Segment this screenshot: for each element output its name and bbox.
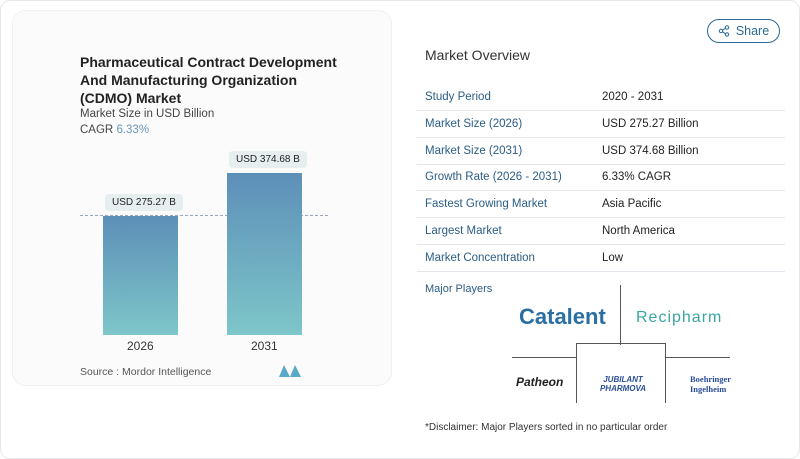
chart-title: Pharmaceutical Contract Development And …	[80, 54, 337, 106]
row-value: USD 374.68 Billion	[602, 144, 699, 157]
row-label: Fastest Growing Market	[425, 198, 548, 211]
share-label: Share	[735, 24, 770, 38]
jubilant-logo: JUBILANT PHARMOVA	[599, 375, 647, 393]
chart-subtitle: Market Size in USD Billion	[80, 108, 215, 120]
overview-row: Largest Market North America	[417, 218, 785, 245]
row-label: Market Concentration	[425, 251, 535, 264]
boehringer-logo: Boehringer Ingelheim	[690, 374, 731, 394]
row-value: Asia Pacific	[602, 198, 662, 211]
catalent-logo: Catalent	[519, 304, 606, 329]
cagr-value: 6.33%	[116, 124, 150, 136]
x-tick-label: 2026	[127, 339, 154, 353]
reference-line	[80, 215, 328, 216]
cagr: CAGR 6.33%	[80, 124, 149, 136]
mordor-logo-icon	[279, 365, 301, 377]
overview-row: Market Size (2031) USD 374.68 Billion	[417, 138, 785, 165]
row-value: USD 275.27 Billion	[602, 117, 699, 130]
row-label: Market Size (2031)	[425, 144, 523, 157]
overview-row: Market Concentration Low	[417, 245, 785, 272]
data-label: USD 275.27 B	[105, 193, 183, 211]
recipharm-logo: Recipharm	[636, 309, 723, 326]
major-players-title: Major Players	[425, 283, 493, 295]
overview-row: Growth Rate (2026 - 2031) 6.33% CAGR	[417, 164, 785, 192]
cagr-label: CAGR	[80, 124, 114, 136]
row-label: Largest Market	[425, 225, 502, 237]
row-label: Market Size (2026)	[425, 117, 523, 130]
overview-row: Fastest Growing Market Asia Pacific	[417, 191, 785, 219]
share-icon	[718, 25, 730, 37]
source: Source : Mordor Intelligence	[80, 366, 212, 378]
row-label: Study Period	[425, 91, 491, 103]
bar-2031	[227, 173, 302, 335]
bar-2026	[103, 215, 178, 335]
data-label: USD 374.68 B	[229, 151, 307, 168]
row-value: 6.33% CAGR	[602, 171, 672, 184]
row-value: North America	[602, 225, 675, 237]
overview-row: Study Period 2020 - 2031	[417, 84, 785, 111]
overview-row: Market Size (2026) USD 275.27 Billion	[417, 111, 785, 138]
disclaimer: *Disclaimer: Major Players sorted in no …	[425, 422, 668, 433]
row-value: 2020 - 2031	[602, 91, 664, 103]
chart-card	[12, 10, 392, 386]
overview-title: Market Overview	[425, 47, 531, 63]
x-tick-label: 2031	[251, 339, 278, 353]
share-button[interactable]: Share	[707, 19, 780, 43]
row-value: Low	[602, 251, 624, 264]
patheon-logo: Patheon	[516, 375, 564, 389]
row-label: Growth Rate (2026 - 2031)	[425, 171, 562, 184]
